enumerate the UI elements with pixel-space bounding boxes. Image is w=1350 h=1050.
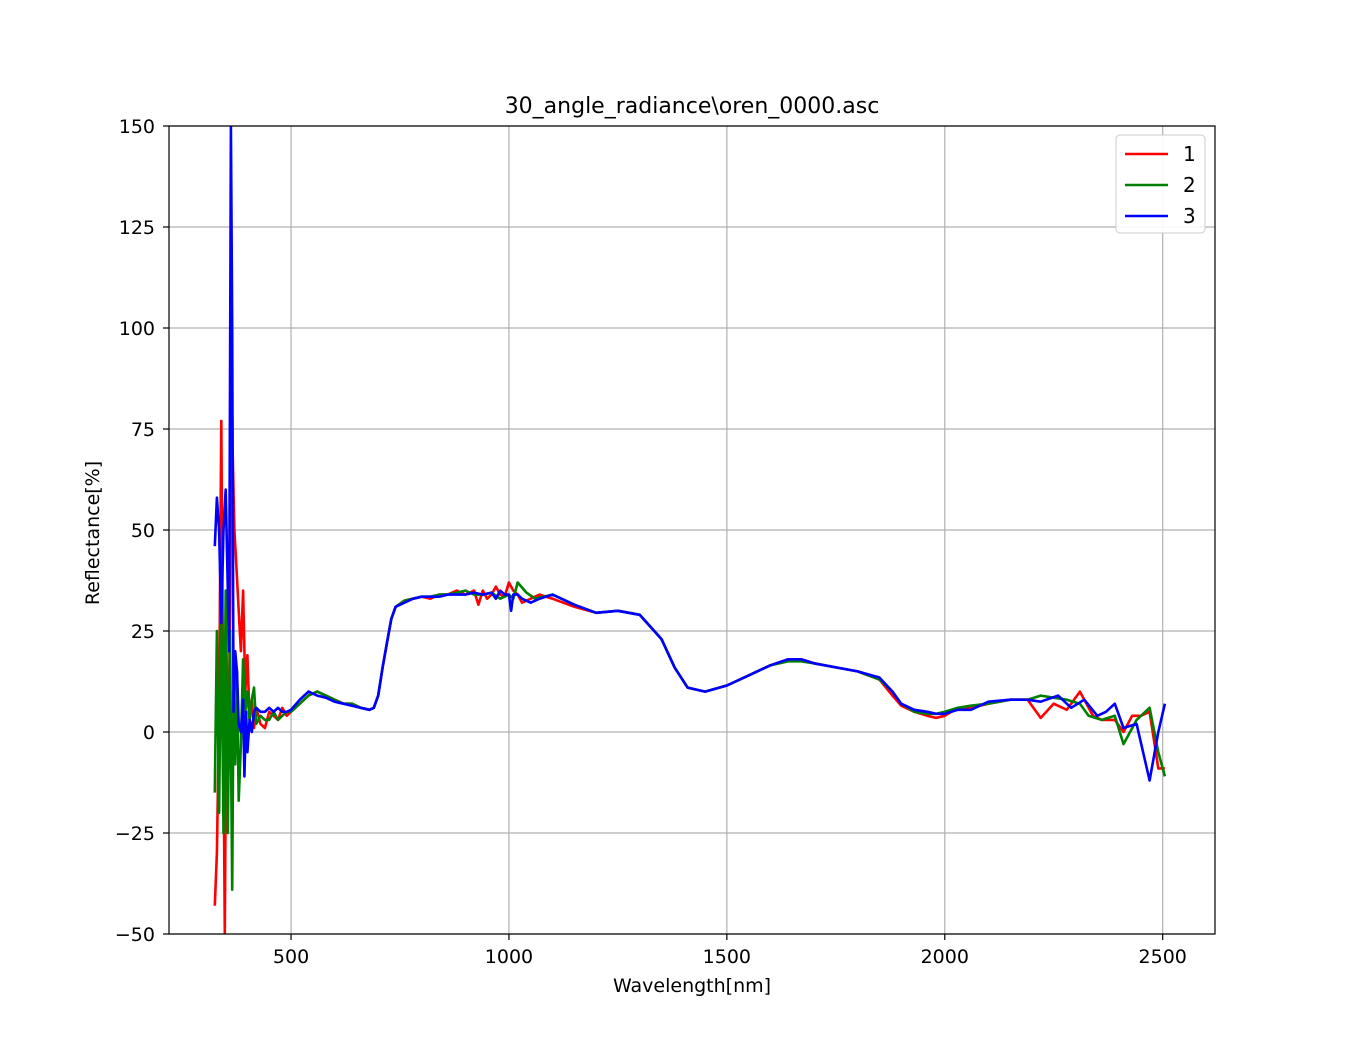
y-tick-label: 125 [119, 217, 155, 239]
x-tick-label: 500 [273, 946, 309, 968]
series-line-3 [213, 126, 1167, 782]
x-axis-title: Wavelength[nm] [613, 975, 771, 997]
legend-label-2: 2 [1183, 173, 1196, 197]
y-axis-title: Reflectance[%] [82, 461, 104, 605]
ticks: 500 1000 1500 2000 2500 −50 −25 0 25 50 75 100 125 15… [115, 116, 1187, 968]
y-tick-label: 100 [119, 318, 155, 340]
y-tick-label: 150 [119, 116, 155, 138]
y-tick-label: 75 [131, 419, 155, 441]
legend-label-3: 3 [1183, 204, 1196, 228]
series-group [213, 126, 1167, 934]
x-tick-label: 1500 [703, 946, 751, 968]
y-tick-label: −25 [115, 823, 155, 845]
y-tick-label: −50 [115, 924, 155, 946]
legend-label-1: 1 [1183, 142, 1196, 166]
chart-title: 30_angle_radiance\oren_0000.asc [505, 94, 880, 119]
y-tick-label: 25 [131, 621, 155, 643]
x-tick-label: 1000 [485, 946, 533, 968]
y-tick-label: 0 [143, 722, 155, 744]
y-tick-label: 50 [131, 520, 155, 542]
legend: 1 2 3 [1115, 134, 1206, 234]
x-tick-label: 2500 [1139, 946, 1187, 968]
x-tick-label: 2000 [921, 946, 969, 968]
